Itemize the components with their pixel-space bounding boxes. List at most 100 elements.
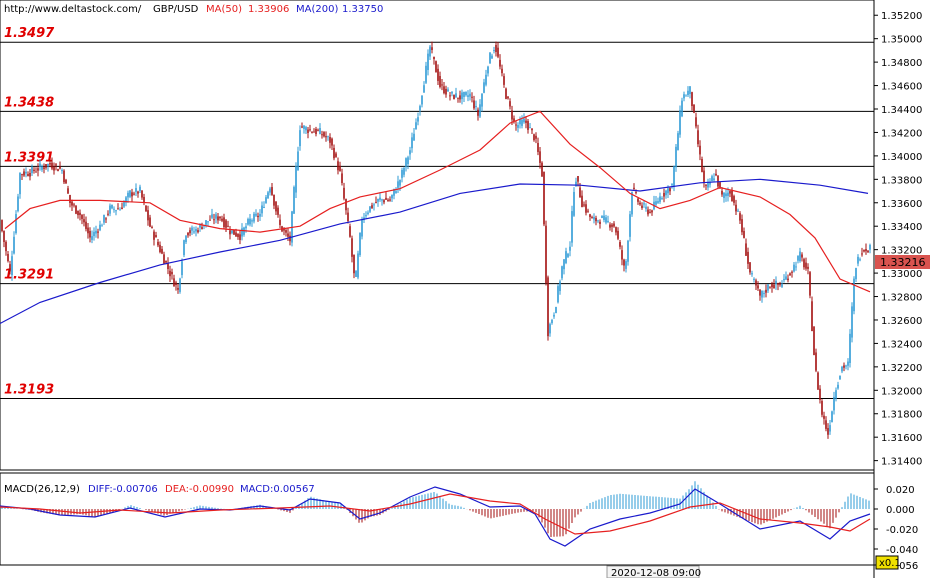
candle-body [29, 172, 31, 177]
price-tick-label: 1.32800 [881, 293, 922, 304]
candle-body [613, 223, 615, 227]
candle-body [97, 231, 99, 233]
candle-body [137, 191, 139, 194]
zoom-label[interactable]: x0.1 [879, 558, 901, 569]
candle-body [85, 221, 87, 229]
candle-body [857, 256, 859, 264]
candle-body [377, 198, 379, 202]
candle-body [575, 181, 577, 187]
candle-body [319, 128, 321, 134]
candle-body [451, 91, 453, 94]
price-tick-label: 1.33800 [881, 175, 922, 186]
candle-body [593, 216, 595, 220]
candle-body [47, 163, 49, 166]
candle-body [693, 104, 695, 113]
candle-body [215, 214, 217, 219]
level-label: 1.3497 [4, 26, 55, 41]
candle-body [711, 176, 713, 182]
candle-body [641, 205, 643, 208]
candle-body [427, 53, 429, 71]
candle-body [551, 319, 553, 324]
candle-body [359, 232, 361, 255]
candle-body [249, 218, 251, 225]
candle-body [339, 165, 341, 171]
candle-body [277, 207, 279, 215]
price-tick-label: 1.33600 [881, 199, 922, 210]
candle-body [505, 88, 507, 99]
candle-body [859, 259, 861, 261]
candle-body [869, 244, 871, 250]
candle-body [471, 96, 473, 98]
candle-body [403, 167, 405, 175]
candle-body [371, 205, 373, 208]
candle-body [83, 219, 85, 223]
candle-body [795, 266, 797, 268]
candle-body [255, 213, 257, 216]
macd-title: MACD(26,12,9) [4, 484, 80, 495]
candle-body [467, 95, 469, 97]
candle-body [325, 136, 327, 138]
candle-body [739, 213, 741, 221]
candle-body [721, 190, 723, 195]
candle-body [35, 171, 37, 173]
zoom-box[interactable] [875, 555, 899, 570]
candle-body [695, 117, 697, 127]
candle-body [127, 192, 129, 198]
candle-body [841, 366, 843, 372]
candle-body [819, 388, 821, 400]
macd-value-label: MACD:0.00567 [240, 484, 315, 495]
candle-body [657, 201, 659, 203]
candle-body [509, 101, 511, 107]
candle-body [733, 196, 735, 203]
level-label: 1.3391 [4, 150, 54, 165]
price-tick-label: 1.35200 [881, 11, 922, 22]
candle-body [689, 86, 691, 95]
candle-body [677, 133, 679, 151]
candle-body [219, 216, 221, 219]
candle-body [117, 208, 119, 210]
candle-body [753, 278, 755, 280]
candle-body [567, 253, 569, 257]
candle-body [147, 210, 149, 221]
candle-body [59, 166, 61, 169]
candle-body [489, 52, 491, 64]
candle-body [687, 90, 689, 96]
candle-body [829, 425, 831, 432]
candle-body [849, 333, 851, 363]
candle-body [191, 227, 193, 231]
candle-body [773, 284, 775, 289]
candle-body [419, 106, 421, 111]
candle-body [635, 192, 637, 194]
candle-body [165, 260, 167, 263]
candle-body [699, 145, 701, 155]
candle-body [159, 244, 161, 253]
candle-body [801, 254, 803, 258]
candle-body [667, 188, 669, 194]
candle-body [525, 120, 527, 123]
candle-body [257, 215, 259, 218]
candle-body [459, 95, 461, 100]
candle-body [863, 249, 865, 252]
source-url[interactable]: http://www.deltastock.com/ [4, 4, 142, 15]
candle-body [581, 195, 583, 208]
candle-body [89, 230, 91, 238]
candle-body [33, 169, 35, 171]
candle-body [199, 224, 201, 228]
price-tick-label: 1.33000 [881, 269, 922, 280]
candle-body [437, 68, 439, 81]
candle-body [495, 45, 497, 53]
candle-body [107, 213, 109, 215]
candle-body [239, 234, 241, 240]
candle-body [713, 178, 715, 181]
candle-body [287, 233, 289, 237]
level-label: 1.3291 [4, 268, 54, 283]
candle-body [583, 204, 585, 206]
candle-body [589, 214, 591, 217]
candle-body [69, 194, 71, 203]
candle-body [149, 217, 151, 227]
candle-body [735, 204, 737, 212]
candle-body [835, 390, 837, 399]
candle-body [139, 186, 141, 192]
candle-body [477, 109, 479, 116]
candle-body [177, 287, 179, 290]
